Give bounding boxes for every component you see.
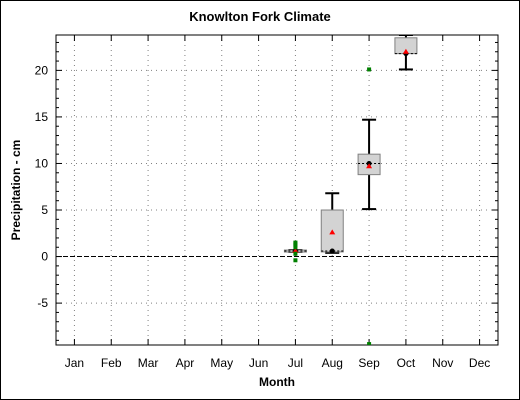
x-tick-label: Feb	[101, 356, 122, 370]
median-dot	[330, 248, 335, 253]
box-jul	[284, 241, 306, 263]
outlier-point	[293, 258, 297, 262]
outlier-point	[367, 67, 371, 71]
y-tick-label: 20	[35, 63, 49, 77]
x-tick-label: Apr	[176, 356, 195, 370]
x-tick-label: Aug	[322, 356, 343, 370]
box-sep	[358, 67, 380, 346]
y-tick-label: 5	[41, 203, 48, 217]
x-tick-label: May	[210, 356, 233, 370]
grid-layer	[56, 35, 498, 345]
plot-area-border	[56, 35, 498, 345]
outlier-point	[293, 241, 297, 245]
x-tick-label: Oct	[397, 356, 416, 370]
y-tick-label: -5	[37, 296, 48, 310]
x-tick-label: Sep	[358, 356, 380, 370]
outlier-point	[293, 252, 297, 256]
box-aug	[321, 193, 343, 253]
y-tick-label: 15	[35, 110, 49, 124]
y-tick-label: 10	[35, 156, 49, 170]
box-group	[284, 35, 417, 346]
x-tick-label: Dec	[469, 356, 490, 370]
boxes-layer	[284, 35, 417, 346]
x-tick-label: Nov	[432, 356, 453, 370]
axes-layer: -5 0 5 10 15 20 Jan Feb Mar Apr May Jun Jul Aug Sep Oct…	[35, 35, 498, 370]
x-tick-label: Mar	[138, 356, 159, 370]
box-oct	[395, 35, 417, 69]
x-tick-label: Jul	[288, 356, 303, 370]
x-tick-label: Jun	[249, 356, 268, 370]
y-tick-label: 0	[41, 250, 48, 264]
x-tick-label: Jan	[65, 356, 84, 370]
